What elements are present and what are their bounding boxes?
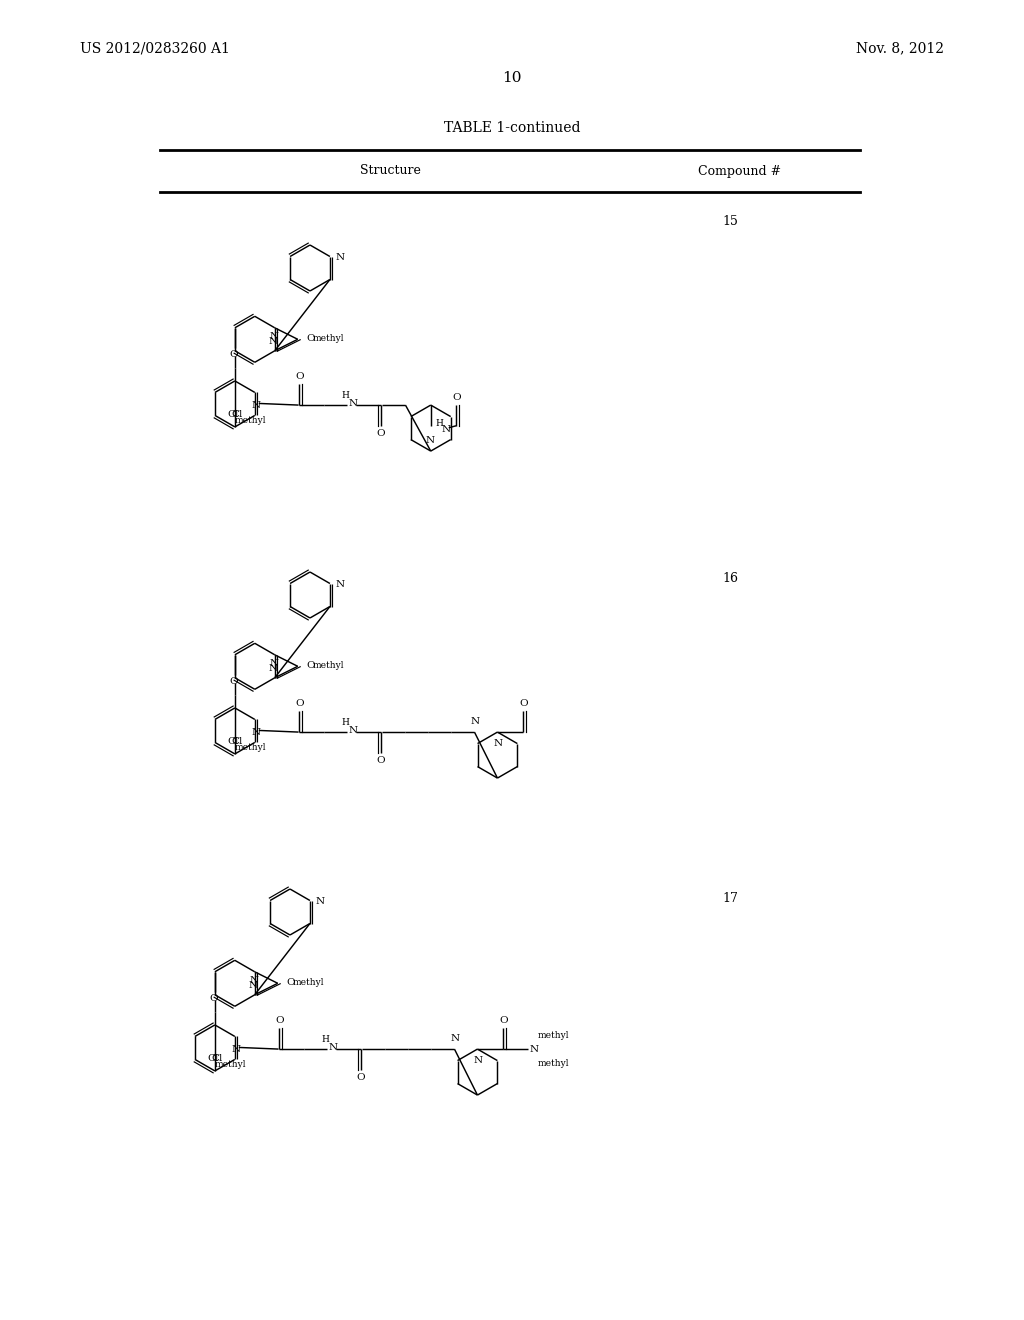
Text: N: N	[494, 739, 503, 747]
Text: N: N	[231, 1045, 241, 1053]
Text: N: N	[335, 579, 344, 589]
Text: Cl: Cl	[211, 1053, 222, 1063]
Text: N: N	[251, 727, 260, 737]
Text: methyl: methyl	[538, 1031, 568, 1040]
Text: TABLE 1-continued: TABLE 1-continued	[443, 121, 581, 135]
Text: Cl: Cl	[227, 411, 239, 418]
Text: O: O	[287, 978, 295, 987]
Text: O: O	[295, 698, 304, 708]
Text: H: H	[322, 1035, 330, 1044]
Text: Nov. 8, 2012: Nov. 8, 2012	[856, 41, 944, 55]
Text: US 2012/0283260 A1: US 2012/0283260 A1	[80, 41, 229, 55]
Text: Cl: Cl	[208, 1053, 219, 1063]
Text: N: N	[269, 659, 279, 668]
Text: H: H	[342, 718, 350, 726]
Text: Cl: Cl	[227, 737, 239, 746]
Text: O: O	[275, 1016, 284, 1024]
Text: N: N	[251, 401, 260, 411]
Text: N: N	[248, 981, 257, 990]
Text: O: O	[376, 429, 385, 438]
Text: N: N	[529, 1044, 539, 1053]
Text: O: O	[356, 1073, 365, 1082]
Text: O: O	[210, 994, 218, 1003]
Text: H: H	[342, 391, 350, 400]
Text: N: N	[315, 898, 325, 906]
Text: N: N	[471, 717, 480, 726]
Text: N: N	[335, 253, 344, 261]
Text: Cl: Cl	[231, 737, 243, 746]
Text: N: N	[441, 425, 451, 434]
Text: N: N	[268, 338, 278, 346]
Text: 10: 10	[502, 71, 522, 84]
Text: methyl: methyl	[236, 416, 266, 425]
Text: O: O	[453, 392, 462, 401]
Text: 16: 16	[722, 572, 738, 585]
Text: H: H	[436, 420, 443, 428]
Text: N: N	[474, 1056, 483, 1065]
Text: O: O	[519, 698, 528, 708]
Text: O: O	[295, 372, 304, 381]
Text: N: N	[329, 1043, 337, 1052]
Text: N: N	[269, 333, 279, 342]
Text: O: O	[229, 350, 239, 359]
Text: Cl: Cl	[231, 411, 243, 418]
Text: N: N	[425, 436, 434, 445]
Text: O: O	[229, 677, 239, 685]
Text: N: N	[451, 1034, 460, 1043]
Text: methyl: methyl	[313, 661, 344, 669]
Text: N: N	[348, 726, 357, 734]
Text: methyl: methyl	[293, 978, 325, 987]
Text: N: N	[348, 399, 357, 408]
Text: 17: 17	[722, 892, 738, 906]
Text: O: O	[306, 334, 315, 343]
Text: O: O	[376, 756, 385, 766]
Text: N: N	[249, 977, 258, 985]
Text: methyl: methyl	[538, 1059, 568, 1068]
Text: Structure: Structure	[359, 165, 421, 177]
Text: methyl: methyl	[236, 743, 266, 752]
Text: Compound #: Compound #	[698, 165, 781, 177]
Text: O: O	[500, 1016, 508, 1024]
Text: methyl: methyl	[215, 1060, 247, 1069]
Text: methyl: methyl	[313, 334, 344, 343]
Text: N: N	[268, 664, 278, 673]
Text: O: O	[306, 661, 315, 669]
Text: 15: 15	[722, 215, 738, 228]
